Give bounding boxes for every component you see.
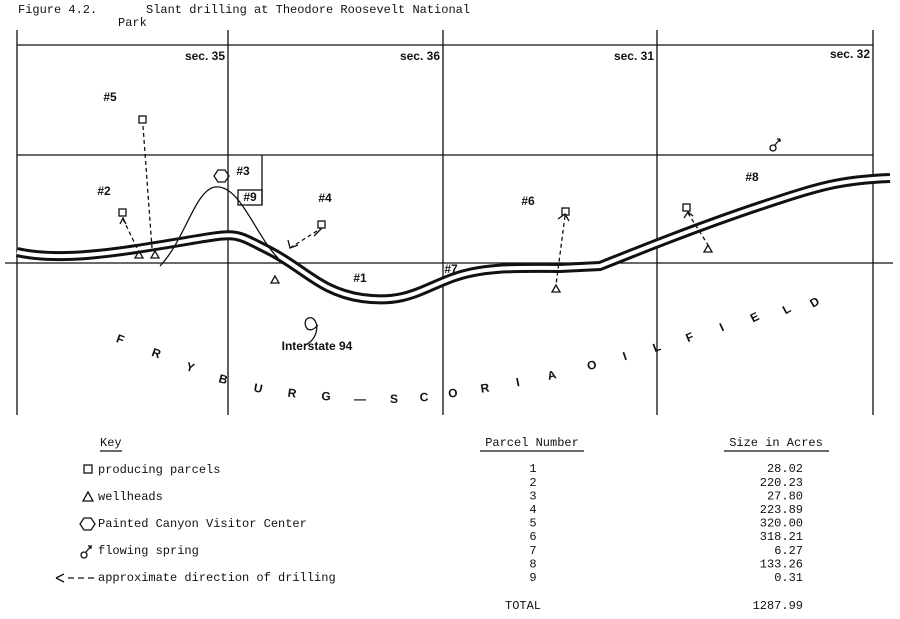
section-label: sec. 35	[185, 49, 225, 63]
parcel-size: 133.26	[760, 557, 803, 571]
parcel-label: #5	[103, 90, 117, 104]
oil-field-letter: L	[651, 339, 663, 355]
oil-field-letter: R	[287, 386, 298, 401]
parcel-size: 220.23	[760, 476, 803, 490]
parcel-label: #6	[521, 194, 535, 208]
parcel-size: 0.31	[774, 571, 803, 585]
parcel-number: 9	[529, 571, 536, 585]
table-header: Parcel Number	[485, 436, 579, 450]
parcel-number: 8	[529, 557, 536, 571]
oil-field-letter: O	[585, 357, 598, 373]
oil-field-letter: I	[621, 349, 629, 363]
parcel-label: #2	[97, 184, 111, 198]
parcel-size: 6.27	[774, 544, 803, 558]
table-header: Size in Acres	[729, 436, 823, 450]
symbols	[118, 115, 781, 293]
key-item: approximate direction of drilling	[98, 571, 336, 585]
parcel-number: 6	[529, 530, 536, 544]
total-value: 1287.99	[753, 599, 803, 613]
oil-field-letter: F	[684, 329, 696, 345]
oil-field-letter: E	[748, 309, 761, 325]
parcel-label: #7	[444, 262, 458, 276]
oil-field-letter: F	[114, 331, 126, 347]
parcel-number: 4	[529, 503, 536, 517]
oil-field-letter: R	[479, 381, 490, 396]
figure-caption: Slant drilling at Theodore Roosevelt Nat…	[146, 3, 470, 17]
oil-field-letter: B	[217, 371, 229, 387]
oil-field-letter: Y	[184, 359, 196, 375]
key-item: producing parcels	[98, 463, 220, 477]
interstate-road	[15, 173, 891, 346]
total-label: TOTAL	[505, 599, 541, 613]
oil-field-letter: D	[807, 294, 822, 311]
oil-field-letter: C	[419, 390, 429, 404]
oil-field-letter: G	[321, 389, 331, 404]
figure-number: Figure 4.2.	[18, 3, 97, 17]
oil-field-letter: I	[515, 375, 521, 389]
oil-field-letter: L	[780, 301, 793, 317]
oil-field-letter: A	[546, 367, 558, 383]
parcel-number: 2	[529, 476, 536, 490]
parcel-size: 223.89	[760, 503, 803, 517]
parcel-label: #3	[236, 164, 250, 178]
section-label: sec. 31	[614, 49, 654, 63]
parcel-size: 318.21	[760, 530, 803, 544]
key-heading: Key	[100, 436, 122, 450]
oil-field-letter: —	[354, 392, 366, 406]
parcel-label: #4	[318, 191, 332, 205]
oil-field-letter: O	[448, 386, 459, 401]
section-label: sec. 32	[830, 47, 870, 61]
key-item: flowing spring	[98, 544, 199, 558]
oil-field-letter: S	[390, 392, 398, 406]
key-item: wellheads	[98, 490, 163, 504]
key-symbols	[55, 450, 829, 583]
parcel-number: 3	[529, 489, 536, 503]
oil-field-letter: U	[252, 380, 263, 395]
oil-field-letter: R	[150, 345, 163, 361]
figure-caption: Park	[118, 16, 147, 30]
key-item: Painted Canyon Visitor Center	[98, 517, 307, 531]
parcel-size: 28.02	[767, 462, 803, 476]
oil-field-letter: I	[717, 320, 726, 334]
parcel-label: #8	[745, 170, 759, 184]
parcel-label: #9	[243, 190, 257, 204]
map-grid	[5, 30, 893, 415]
parcel-size: 27.80	[767, 489, 803, 503]
parcel-number: 1	[529, 462, 536, 476]
road-label: Interstate 94	[282, 339, 353, 353]
parcel-number: 7	[529, 544, 536, 558]
parcel-number: 5	[529, 517, 536, 531]
parcel-label: #1	[353, 271, 367, 285]
parcel-size: 320.00	[760, 517, 803, 531]
section-label: sec. 36	[400, 49, 440, 63]
